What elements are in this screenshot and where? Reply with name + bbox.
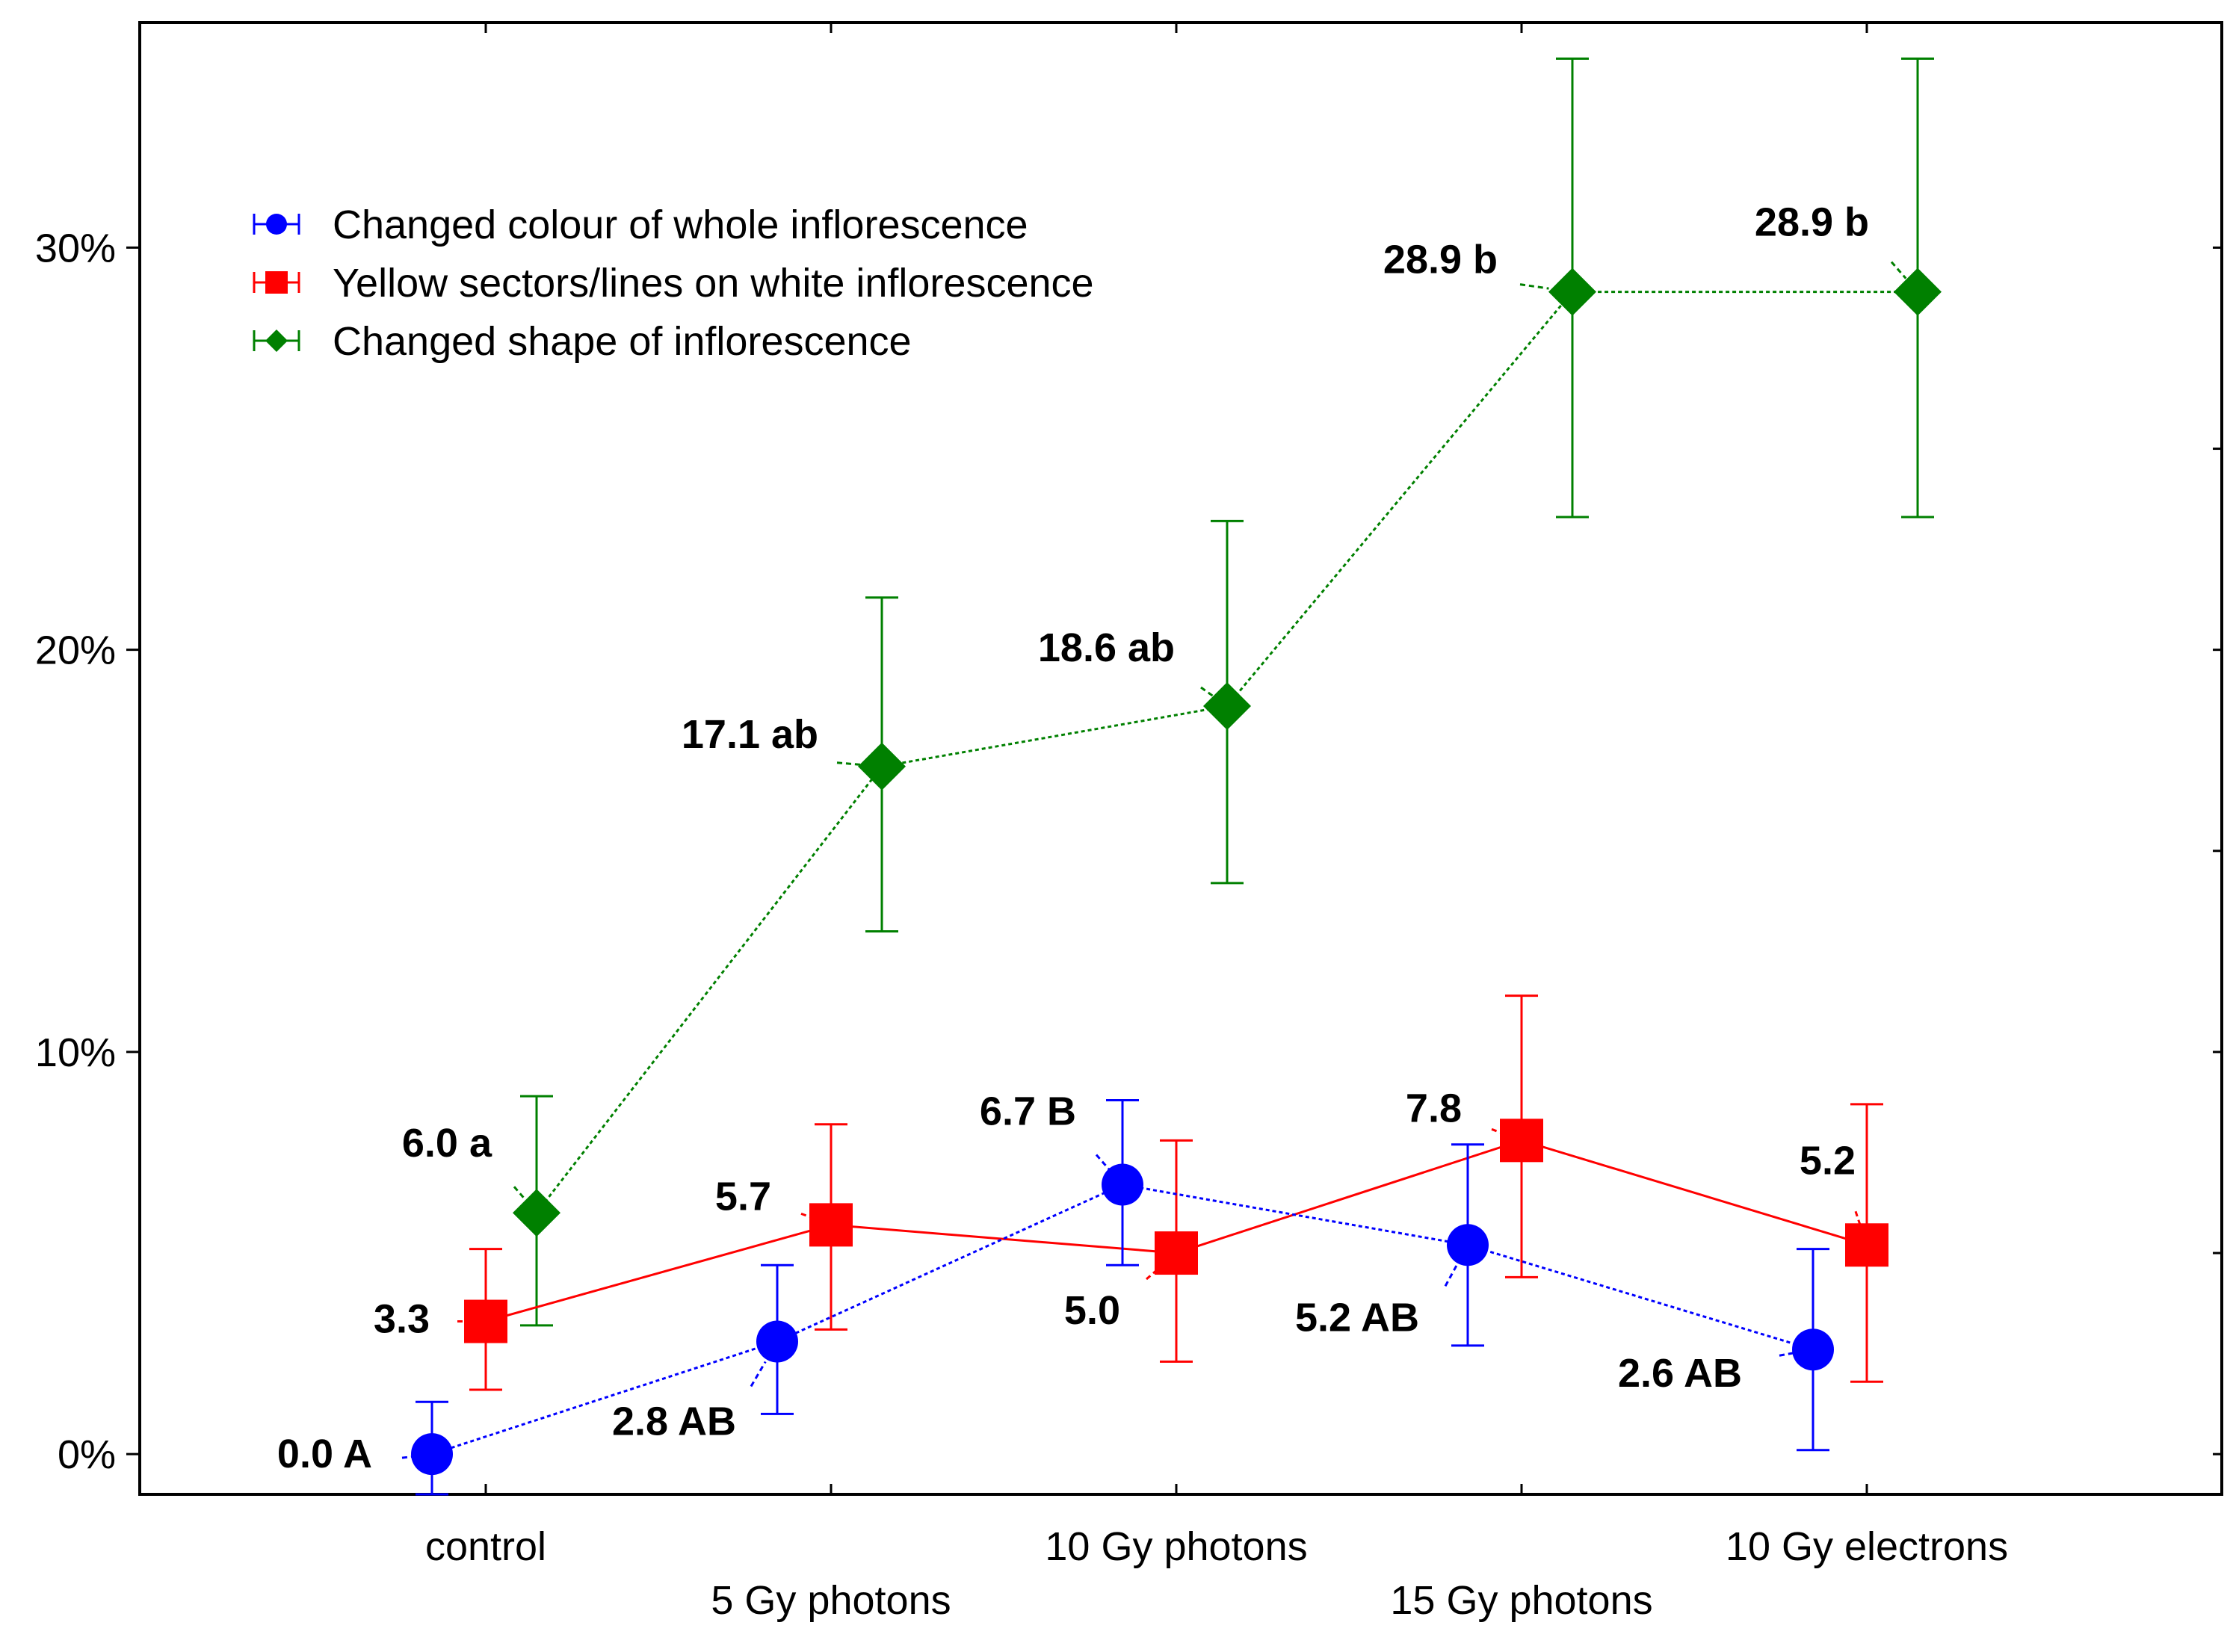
data-label-colour: 5.2 AB — [1295, 1295, 1419, 1340]
data-point-yellow — [1500, 1119, 1543, 1163]
label-leader-line — [836, 761, 862, 767]
data-label-yellow: 5.7 — [715, 1174, 771, 1219]
data-label-colour: 2.6 AB — [1618, 1351, 1742, 1396]
label-leader-line — [1779, 1351, 1799, 1357]
label-leader-line — [513, 1186, 528, 1202]
legend-item-shape: Changed shape of inflorescence — [253, 319, 912, 364]
data-label-colour: 0.0 A — [277, 1432, 372, 1476]
data-point-colour — [756, 1320, 798, 1363]
data-label-yellow: 3.3 — [374, 1297, 430, 1342]
label-leader-line — [1444, 1263, 1459, 1287]
label-leader-line — [1491, 1127, 1509, 1136]
series-shape — [513, 57, 1942, 1327]
data-point-colour — [411, 1433, 453, 1476]
legend-item-yellow: Yellow sectors/lines on white infloresce… — [253, 261, 1094, 306]
data-point-colour — [1102, 1163, 1143, 1206]
x-tick-label: 15 Gy photons — [1390, 1578, 1652, 1623]
label-leader-line — [401, 1454, 419, 1459]
data-label-yellow: 5.0 — [1064, 1288, 1120, 1333]
data-label-shape: 28.9 b — [1755, 200, 1869, 245]
data-label-yellow: 7.8 — [1406, 1086, 1462, 1130]
legend-marker-square — [265, 271, 288, 294]
label-leader-line — [800, 1212, 818, 1222]
x-tick-label: 10 Gy photons — [1045, 1524, 1307, 1569]
label-leader-line — [1890, 261, 1907, 279]
data-label-colour: 6.7 B — [980, 1089, 1076, 1134]
data-point-shape — [858, 742, 906, 791]
data-point-shape — [1203, 682, 1251, 731]
label-leader-line — [1519, 283, 1549, 290]
series-yellow — [464, 994, 1888, 1391]
data-point-yellow — [1155, 1231, 1198, 1275]
x-tick-label: 5 Gy photons — [711, 1578, 951, 1623]
plot-frame — [138, 21, 2223, 1496]
data-point-colour — [1792, 1328, 1834, 1371]
data-label-shape: 28.9 b — [1383, 238, 1498, 282]
series-colour — [411, 1099, 1834, 1496]
legend-label: Changed shape of inflorescence — [333, 319, 912, 364]
legend-marker-circle — [266, 214, 287, 235]
legend-item-colour: Changed colour of whole inflorescence — [253, 202, 1028, 247]
y-tick-label: 10% — [35, 1030, 116, 1075]
y-tick-label: 20% — [35, 628, 116, 673]
y-tick-label: 30% — [35, 226, 116, 270]
data-point-shape — [513, 1189, 560, 1237]
data-point-colour — [1447, 1224, 1489, 1266]
y-tick-label: 0% — [58, 1432, 116, 1477]
data-label-yellow: 5.2 — [1800, 1138, 1856, 1183]
data-point-shape — [1894, 267, 1942, 316]
data-label-colour: 2.8 AB — [612, 1399, 736, 1444]
data-label-shape: 6.0 a — [402, 1121, 492, 1166]
x-tick-label: control — [425, 1524, 546, 1569]
data-point-yellow — [809, 1203, 853, 1247]
label-leader-line — [1146, 1263, 1164, 1281]
data-label-shape: 17.1 ab — [682, 712, 818, 757]
label-leader-line — [1200, 686, 1217, 699]
data-point-yellow — [1845, 1223, 1888, 1267]
label-leader-line — [1854, 1210, 1863, 1231]
legend-marker-diamond — [265, 330, 288, 352]
legend-label: Changed colour of whole inflorescence — [333, 202, 1028, 247]
label-leader-line — [750, 1361, 767, 1388]
data-point-shape — [1548, 267, 1596, 316]
x-tick-label: 10 Gy electrons — [1726, 1524, 2008, 1569]
label-leader-line — [1095, 1154, 1112, 1172]
legend-label: Yellow sectors/lines on white infloresce… — [333, 261, 1094, 306]
data-label-shape: 18.6 ab — [1038, 625, 1175, 670]
